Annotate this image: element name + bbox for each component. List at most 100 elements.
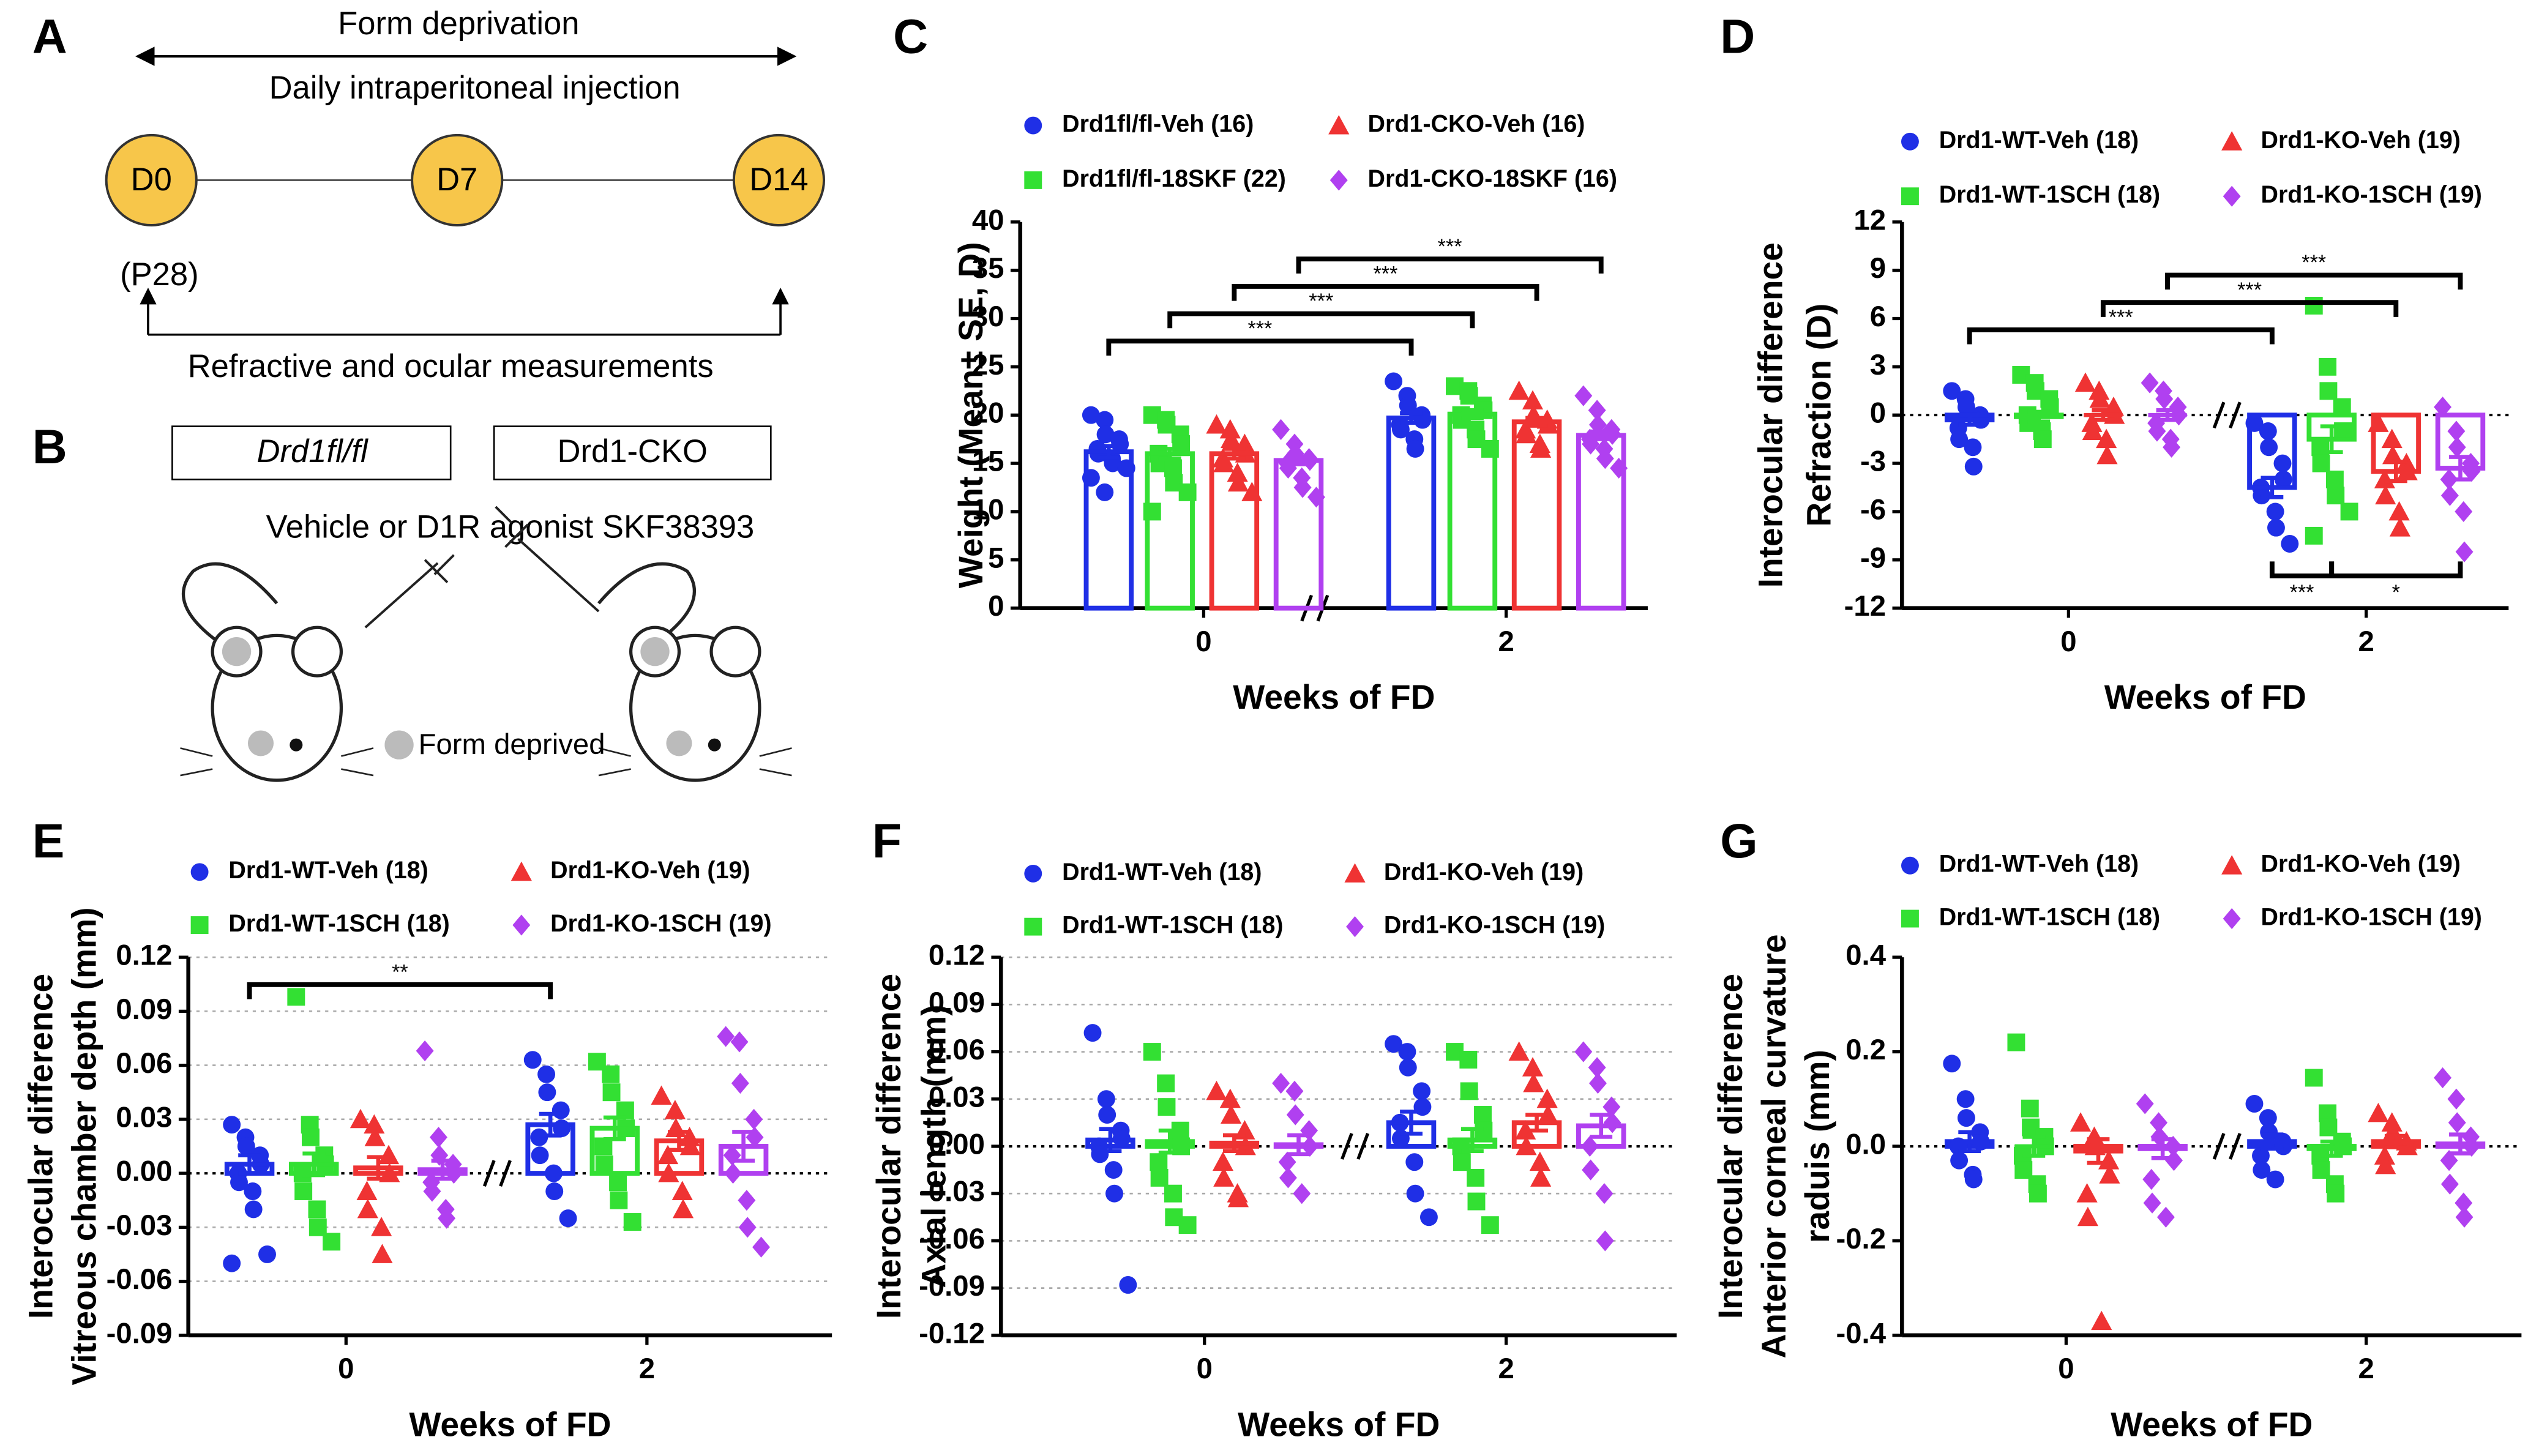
point bbox=[2266, 502, 2284, 521]
age-label: (P28) bbox=[120, 256, 199, 293]
point bbox=[1212, 1151, 1234, 1171]
y-tick-label: 6 bbox=[1870, 301, 1886, 333]
panel-label: D bbox=[1720, 10, 1755, 64]
day-node bbox=[732, 133, 826, 226]
point bbox=[1150, 1153, 1168, 1171]
point bbox=[545, 1182, 564, 1200]
legend-marker bbox=[1024, 116, 1042, 135]
point bbox=[244, 1200, 263, 1219]
point bbox=[1227, 1187, 1249, 1208]
point bbox=[1178, 483, 1197, 501]
point bbox=[2305, 1069, 2323, 1087]
y-tick-label: 5 bbox=[988, 542, 1004, 574]
significance-label: *** bbox=[2290, 581, 2314, 604]
point bbox=[1096, 411, 1114, 429]
point bbox=[357, 1198, 378, 1219]
point bbox=[623, 1213, 641, 1231]
day-label: D14 bbox=[749, 162, 808, 198]
y-tick-label: 0.12 bbox=[929, 939, 985, 972]
point bbox=[2021, 1099, 2039, 1118]
point bbox=[287, 988, 305, 1006]
point bbox=[2029, 1184, 2047, 1203]
x-tick-label: 2 bbox=[1498, 625, 1514, 658]
error-bar bbox=[1391, 1110, 1431, 1136]
point bbox=[1474, 1106, 1492, 1124]
axis-break bbox=[482, 1160, 512, 1187]
legend-label: Drd1-KO-Veh (19) bbox=[2261, 127, 2460, 154]
y-axis-label: Axial length (mm) bbox=[915, 1004, 953, 1288]
legend-label: Form deprived bbox=[419, 728, 605, 761]
error-bar bbox=[230, 1153, 269, 1176]
point bbox=[717, 1026, 735, 1047]
point bbox=[2455, 501, 2473, 523]
y-tick-label: 0.09 bbox=[116, 993, 172, 1026]
point bbox=[1150, 1168, 1169, 1187]
point bbox=[1293, 1183, 1311, 1204]
point bbox=[552, 1101, 570, 1119]
point bbox=[2327, 1184, 2345, 1203]
error-bar bbox=[1517, 1113, 1557, 1133]
error-bar bbox=[2253, 476, 2292, 499]
y-tick-label: 40 bbox=[972, 204, 1004, 236]
point bbox=[2305, 297, 2323, 315]
point bbox=[745, 1108, 763, 1130]
legend-marker bbox=[1346, 916, 1364, 938]
label: Daily intraperitoneal injection bbox=[269, 70, 681, 106]
point bbox=[1522, 1057, 1544, 1077]
point bbox=[2150, 1112, 2168, 1133]
point bbox=[2327, 487, 2345, 505]
point bbox=[1219, 419, 1241, 439]
point bbox=[223, 1254, 241, 1272]
point bbox=[1596, 448, 1614, 469]
error-bar bbox=[423, 1159, 462, 1181]
point bbox=[2141, 372, 2159, 394]
y-tick-label: 0.06 bbox=[929, 1034, 985, 1066]
axis-break bbox=[1341, 1133, 1370, 1160]
error-bar bbox=[724, 1130, 763, 1163]
point bbox=[1096, 483, 1114, 501]
point bbox=[738, 1190, 756, 1211]
point bbox=[752, 1236, 770, 1258]
point bbox=[1406, 1184, 1424, 1203]
point bbox=[2091, 1310, 2112, 1331]
panel-label: G bbox=[1720, 814, 1757, 868]
y-tick-label: 10 bbox=[972, 493, 1004, 526]
x-tick-label: 0 bbox=[338, 1353, 354, 1385]
point bbox=[1508, 1041, 1530, 1061]
point bbox=[2333, 398, 2351, 416]
point bbox=[1467, 1192, 1486, 1211]
legend-label: Drd1-WT-1SCH (18) bbox=[1939, 903, 2160, 930]
mouse bbox=[180, 506, 792, 782]
point bbox=[1950, 430, 1969, 449]
point bbox=[1516, 1135, 1537, 1155]
legend-marker bbox=[1328, 114, 1350, 135]
point bbox=[2447, 1088, 2466, 1110]
point bbox=[1221, 428, 1242, 449]
point bbox=[610, 1191, 628, 1209]
y-tick-label: 0.00 bbox=[929, 1128, 985, 1160]
legend-marker bbox=[1344, 863, 1366, 883]
label: Refractive and ocular measurements bbox=[188, 348, 714, 384]
point bbox=[2096, 428, 2117, 449]
error-bar bbox=[2148, 408, 2187, 422]
error-bar bbox=[595, 1115, 634, 1141]
point bbox=[1964, 438, 1982, 457]
legend-label: Drd1-KO-Veh (19) bbox=[1384, 859, 1584, 886]
point bbox=[1529, 1151, 1550, 1171]
point bbox=[1453, 1153, 1471, 1171]
point bbox=[1460, 1082, 1478, 1100]
day-node bbox=[105, 133, 198, 226]
y-tick-label: -0.03 bbox=[107, 1209, 173, 1242]
y-axis-label: Weight (Mean± SE, D) bbox=[952, 242, 990, 588]
error-bar bbox=[1582, 1113, 1621, 1139]
x-axis-label: Weeks of FD bbox=[409, 1405, 611, 1443]
error-bar bbox=[359, 1155, 398, 1181]
point bbox=[2260, 438, 2278, 457]
x-tick-label: 2 bbox=[1498, 1353, 1514, 1385]
point bbox=[308, 1200, 326, 1219]
y-axis-label: Interocular difference bbox=[870, 974, 908, 1319]
point bbox=[2136, 1093, 2154, 1114]
point bbox=[1399, 1058, 1417, 1077]
